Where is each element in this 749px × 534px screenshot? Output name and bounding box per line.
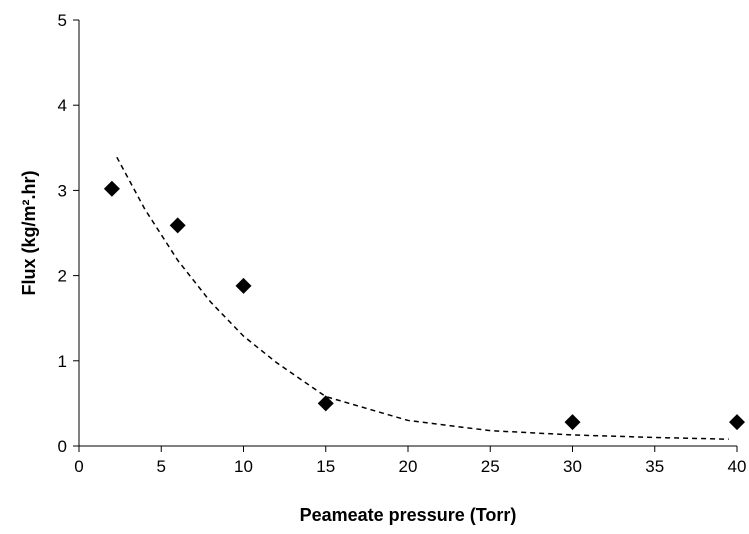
- x-tick-label: 35: [645, 457, 664, 476]
- x-tick-label: 10: [234, 457, 253, 476]
- y-axis-title: Flux (kg/m².hr): [19, 170, 39, 295]
- data-point: [317, 395, 334, 412]
- x-tick-label: 15: [316, 457, 335, 476]
- data-point: [564, 414, 581, 431]
- y-tick-label: 5: [58, 11, 67, 30]
- x-axis-title: Peameate pressure (Torr): [300, 505, 517, 525]
- x-tick-label: 20: [399, 457, 418, 476]
- y-tick-label: 1: [58, 352, 67, 371]
- fit-curve: [116, 156, 729, 440]
- x-tick-label: 30: [563, 457, 582, 476]
- x-tick-label: 0: [74, 457, 83, 476]
- data-point: [235, 277, 252, 294]
- y-tick-label: 4: [58, 96, 67, 115]
- y-tick-label: 3: [58, 181, 67, 200]
- data-point: [729, 414, 745, 431]
- x-tick-label: 40: [728, 457, 747, 476]
- y-tick-label: 0: [58, 437, 67, 456]
- x-tick-label: 25: [481, 457, 500, 476]
- y-tick-label: 2: [58, 267, 67, 286]
- data-point: [169, 217, 186, 234]
- data-point: [103, 180, 120, 197]
- x-tick-label: 5: [157, 457, 166, 476]
